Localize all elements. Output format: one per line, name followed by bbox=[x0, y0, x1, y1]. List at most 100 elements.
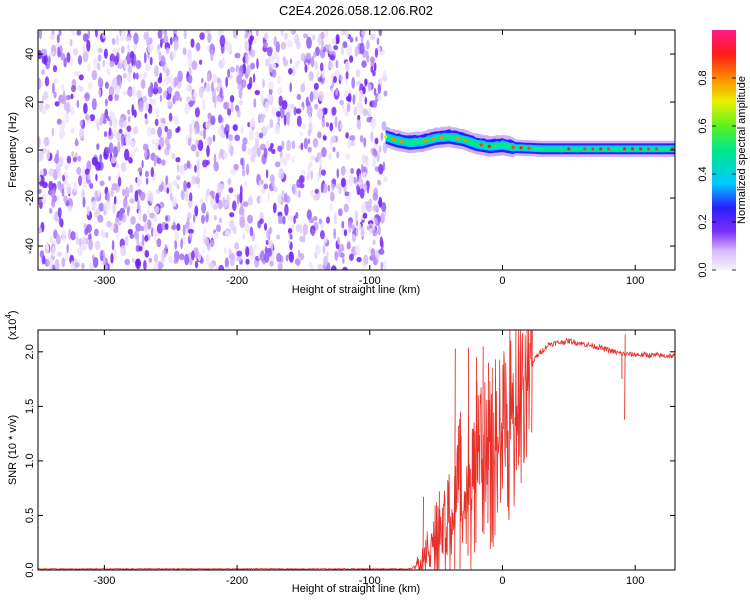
noise-blob bbox=[264, 222, 267, 231]
noise-blob bbox=[55, 162, 61, 174]
noise-blob bbox=[206, 242, 211, 251]
noise-blob bbox=[89, 114, 96, 122]
noise-blob bbox=[232, 169, 236, 176]
noise-blob bbox=[349, 37, 354, 43]
colorbar-tick-label: 0.6 bbox=[697, 118, 709, 133]
noise-blob bbox=[131, 150, 135, 160]
noise-blob bbox=[276, 111, 281, 118]
noise-blob bbox=[225, 130, 229, 139]
noise-blob bbox=[198, 87, 204, 99]
noise-blob bbox=[169, 37, 173, 46]
noise-blob bbox=[61, 229, 67, 242]
noise-blob bbox=[194, 205, 199, 217]
y-tick-label: 1.5 bbox=[24, 399, 36, 414]
noise-blob bbox=[70, 93, 74, 100]
noise-blob bbox=[354, 46, 359, 57]
noise-blob bbox=[173, 39, 179, 51]
noise-blob bbox=[120, 162, 127, 173]
noise-blob bbox=[159, 136, 165, 148]
noise-blob bbox=[378, 196, 383, 208]
noise-blob bbox=[248, 129, 254, 141]
spectrogram-x-ticks: -300 -200 -100 0 100 bbox=[93, 30, 644, 287]
snr-panel: -300 -200 -100 0 100 0.0 0.5 1.0 1.5 2.0 Height … bbox=[4, 310, 676, 595]
noise-blob bbox=[188, 137, 192, 146]
noise-blob bbox=[355, 225, 359, 237]
noise-blob bbox=[214, 96, 217, 109]
noise-blob bbox=[52, 245, 55, 257]
noise-blob bbox=[349, 55, 354, 63]
noise-blob bbox=[163, 90, 168, 99]
noise-blob bbox=[340, 165, 346, 176]
noise-blob bbox=[230, 103, 234, 112]
noise-blob bbox=[289, 58, 293, 65]
noise-blob bbox=[334, 115, 338, 128]
signal-peak bbox=[630, 147, 635, 151]
noise-blob bbox=[269, 260, 274, 267]
noise-blob bbox=[287, 39, 293, 48]
noise-blob bbox=[374, 137, 379, 145]
noise-blob bbox=[143, 31, 147, 40]
snr-spike bbox=[438, 491, 440, 570]
noise-blob bbox=[222, 57, 225, 67]
noise-blob bbox=[335, 89, 338, 96]
noise-blob bbox=[173, 30, 178, 34]
noise-blob bbox=[331, 135, 336, 144]
noise-blob bbox=[314, 103, 319, 110]
noise-blob bbox=[61, 188, 65, 197]
noise-blob bbox=[299, 223, 302, 235]
noise-blob bbox=[93, 257, 99, 268]
noise-blob bbox=[153, 261, 159, 270]
noise-blob bbox=[189, 257, 193, 266]
noise-blob bbox=[115, 217, 120, 224]
noise-blob bbox=[337, 236, 341, 245]
noise-blob bbox=[81, 244, 88, 251]
noise-blob bbox=[60, 95, 67, 105]
noise-blob bbox=[126, 72, 132, 83]
noise-blob bbox=[333, 228, 337, 240]
noise-blob bbox=[96, 143, 100, 151]
noise-blob bbox=[136, 89, 142, 99]
noise-blob bbox=[106, 68, 111, 76]
noise-blob bbox=[205, 137, 209, 149]
noise-blob bbox=[141, 160, 144, 169]
noise-blob bbox=[135, 223, 142, 232]
noise-blob bbox=[322, 245, 326, 254]
noise-blob bbox=[65, 94, 71, 101]
noise-blob bbox=[300, 53, 306, 62]
noise-blob bbox=[354, 210, 359, 221]
signal-peak bbox=[479, 143, 483, 147]
noise-blob bbox=[135, 72, 139, 80]
noise-blob bbox=[234, 242, 240, 251]
noise-blob bbox=[97, 189, 101, 198]
noise-blob bbox=[154, 253, 158, 264]
noise-blob bbox=[344, 191, 351, 197]
noise-blob bbox=[320, 230, 325, 240]
noise-blob bbox=[94, 190, 98, 202]
snr-spike bbox=[475, 357, 477, 543]
noise-blob bbox=[124, 235, 129, 247]
noise-blob bbox=[154, 232, 157, 244]
noise-blob bbox=[368, 228, 373, 235]
noise-blob bbox=[280, 41, 287, 50]
noise-blob bbox=[146, 191, 150, 198]
noise-blob bbox=[358, 173, 362, 185]
noise-blob bbox=[65, 183, 72, 195]
noise-blob bbox=[190, 144, 197, 152]
noise-blob bbox=[289, 234, 293, 240]
noise-blob bbox=[310, 56, 315, 68]
noise-blob bbox=[108, 175, 111, 181]
noise-blob bbox=[288, 251, 294, 263]
noise-blob bbox=[130, 216, 136, 225]
noise-blob bbox=[265, 169, 269, 179]
noise-blob bbox=[88, 81, 93, 91]
noise-blob bbox=[113, 128, 118, 139]
noise-blob bbox=[161, 159, 166, 166]
noise-blob bbox=[76, 166, 82, 175]
noise-blob bbox=[122, 188, 125, 197]
noise-blob bbox=[380, 132, 384, 141]
noise-blob bbox=[242, 137, 248, 145]
noise-blob bbox=[383, 176, 388, 183]
noise-blob bbox=[168, 112, 173, 122]
noise-blob bbox=[218, 264, 225, 270]
noise-blob bbox=[372, 100, 378, 108]
